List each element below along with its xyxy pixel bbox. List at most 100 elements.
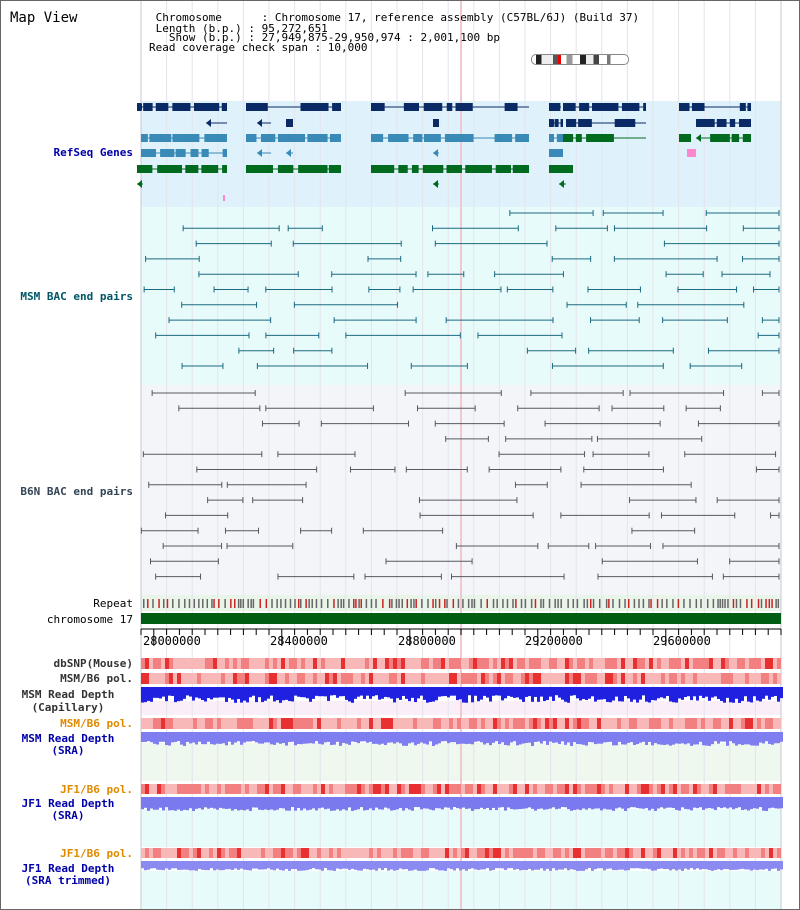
jf1-depth-trim-bar [732,861,735,870]
jf1-depth-sra-bar [285,797,288,811]
msm-depth-sra-bar [570,732,573,746]
msm-depth-sra-bar [222,732,225,744]
jf1-b6-pol-heat [629,784,633,794]
msm-depth-sra-bar [516,732,519,746]
jf1-b6-pol-2-heat [725,848,729,858]
jf1-b6-pol-heat [193,784,197,794]
jf1-b6-pol-heat [553,784,557,794]
jf1-depth-trim-bar [735,861,738,870]
jf1-depth-trim-bar [702,861,705,869]
msm-depth-cap-bar [603,687,606,700]
gene-strand-arrow [549,134,554,142]
msm-depth-sra-bar [387,732,390,743]
repeat-mark [432,599,434,608]
jf1-depth-sra-bar [549,797,552,809]
gene-exon [549,149,563,157]
msm-b6-pol-heat [613,673,617,684]
msm-depth-cap-bar [297,687,300,697]
msm-depth-sra-bar [309,732,312,744]
track-label-b6n-bac[interactable]: B6N BAC end pairs [20,485,133,498]
msm-b6-pol-sra-heat [349,718,353,729]
track-label-jf1-b6-pol[interactable]: JF1/B6 pol. [60,783,133,796]
msm-depth-sra-bar [231,732,234,745]
repeat-mark [202,599,204,608]
track-label-msm-b6-pol[interactable]: MSM/B6 pol. [60,672,133,685]
repeat-mark [388,599,391,608]
jf1-b6-pol-2-heat [449,848,453,858]
jf1-depth-sra-bar [390,797,393,811]
msm-b6-pol-heat [549,673,553,684]
msm-b6-pol-heat [361,673,365,684]
dbsnp-heat [561,658,565,669]
msm-depth-cap-bar [594,687,597,702]
jf1-b6-pol-2-heat [453,848,457,858]
track-label-msm-bac[interactable]: MSM BAC end pairs [20,290,133,303]
msm-depth-cap-bar [180,687,183,701]
msm-depth-cap-bar [489,687,492,702]
dbsnp-heat [701,658,705,669]
jf1-b6-pol-2-heat [313,848,317,858]
jf1-depth-sra-bar [411,797,414,811]
jf1-depth-trim-bar [477,861,480,871]
repeat-mark [276,599,278,608]
repeat-mark [242,599,245,608]
repeat-mark [342,599,345,608]
jf1-depth-trim-bar [687,861,690,870]
jf1-depth-trim-bar [705,861,708,870]
msm-b6-pol-heat [553,673,557,684]
msm-depth-sra-bar [756,732,759,746]
gene-exon [190,149,199,157]
msm-b6-pol-sra-heat [401,718,405,729]
gene-exon [504,103,518,111]
msm-depth-cap-bar [201,687,204,701]
msm-b6-pol-sra-heat [429,718,433,729]
jf1-depth-sra-bar [663,797,666,809]
msm-b6-pol-sra-heat [613,718,617,729]
jf1-b6-pol-heat [357,784,361,794]
jf1-b6-pol-2-heat [585,848,589,858]
jf1-depth-trim-bar [159,861,162,870]
msm-depth-cap-bar [231,687,234,700]
dbsnp-heat [269,658,273,669]
chromosome-ideogram[interactable] [531,54,629,65]
jf1-b6-pol-2-heat [545,848,549,858]
msm-depth-sra-bar [198,732,201,742]
track-label-jf1-b6-pol-2[interactable]: JF1/B6 pol. [60,847,133,860]
msm-b6-pol-heat [365,673,369,684]
dbsnp-heat [377,658,381,669]
msm-depth-cap-bar [618,687,621,702]
repeat-mark [689,599,691,608]
msm-b6-pol-sra-heat [341,718,345,729]
jf1-b6-pol-heat [609,784,613,794]
jf1-b6-pol-2-heat [757,848,761,858]
track-label-jf1-depth-trim-1[interactable]: JF1 Read Depth [21,862,115,875]
jf1-depth-trim-bar [573,861,576,870]
msm-depth-sra-bar [486,732,489,744]
msm-depth-cap-bar [294,687,297,696]
jf1-depth-sra-bar [597,797,600,809]
jf1-depth-trim-bar [618,861,621,870]
dbsnp-heat [225,658,229,669]
msm-b6-pol-sra-heat [233,718,237,729]
repeat-mark [666,599,668,608]
track-label-msm-depth-cap-1[interactable]: MSM Read Depth [21,688,115,701]
jf1-b6-pol-2-heat [477,848,481,858]
track-label-dbsnp[interactable]: dbSNP(Mouse) [53,657,133,670]
track-label-refseq-genes[interactable]: RefSeq Genes [53,146,133,159]
dbsnp-heat [749,658,753,669]
msm-b6-pol-sra-heat [245,718,249,729]
dbsnp-heat [141,658,145,669]
track-label-msm-b6-pol-sra[interactable]: MSM/B6 pol. [60,717,133,730]
msm-b6-pol-sra-heat [693,718,697,729]
msm-b6-pol-sra-heat [201,718,205,729]
track-label-jf1-depth-sra-1[interactable]: JF1 Read Depth [21,797,115,810]
msm-b6-pol-sra-heat [285,718,289,729]
repeat-mark [421,599,423,608]
jf1-b6-pol-heat [493,784,497,794]
msm-b6-pol-heat [569,673,573,684]
repeat-mark [452,599,455,608]
track-label-msm-depth-sra-1[interactable]: MSM Read Depth [21,732,115,745]
gene-exon [371,134,384,142]
msm-b6-pol-sra-heat [189,718,193,729]
